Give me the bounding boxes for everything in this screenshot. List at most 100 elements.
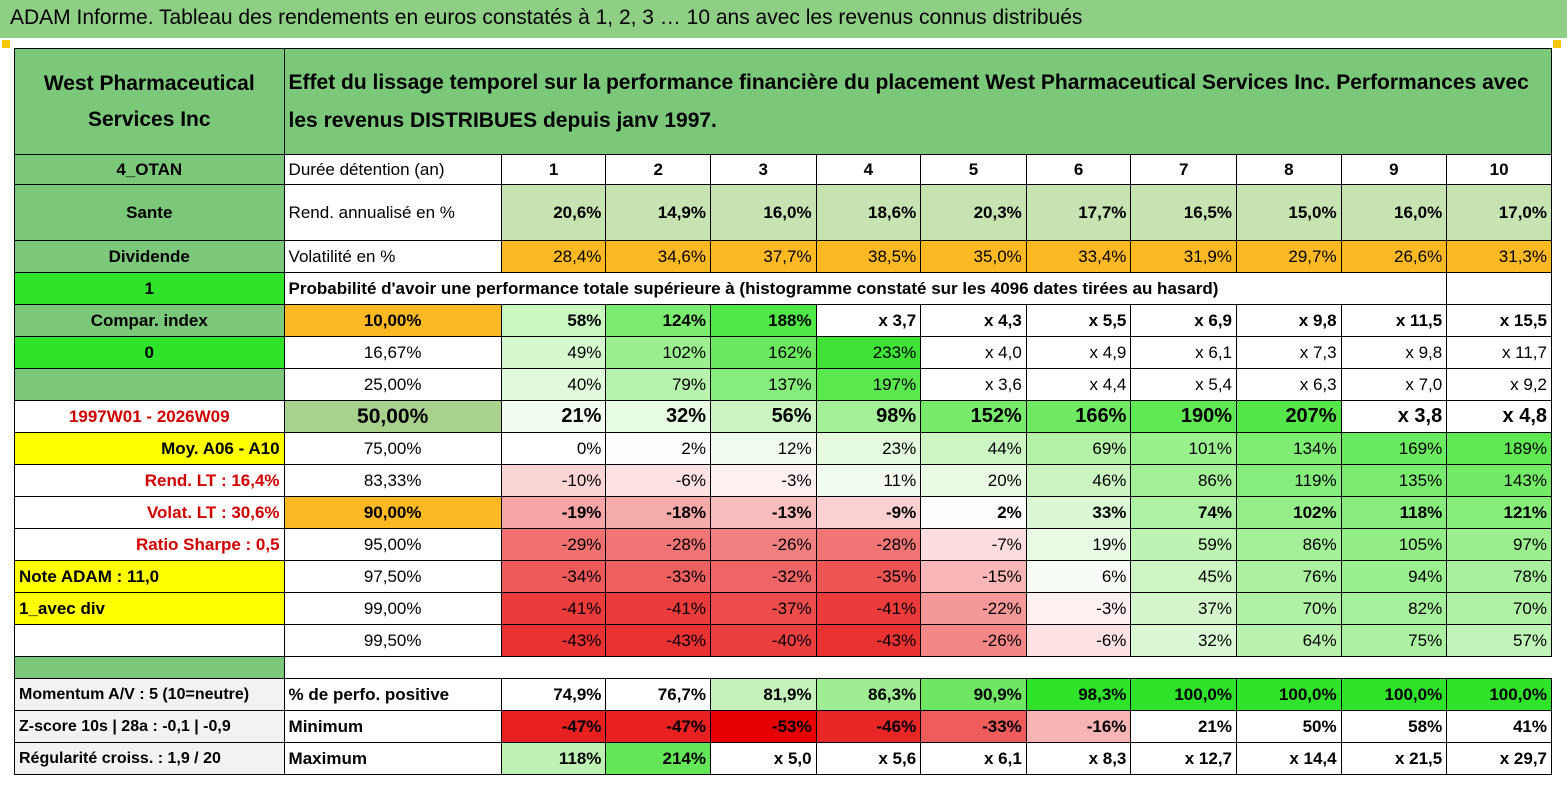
header-row: West Pharmaceutical Services Inc Effet d…: [14, 48, 1553, 155]
row-label: 95,00%: [283, 528, 502, 561]
row-label: 10,00%: [283, 304, 502, 337]
value-cell: 0%: [500, 432, 607, 465]
value-cell: 105%: [1340, 528, 1448, 561]
value-cell: -16%: [1025, 710, 1132, 743]
value-cell: x 29,7: [1446, 742, 1552, 775]
value-cell: -13%: [709, 496, 817, 529]
value-cell: x 11,5: [1340, 304, 1448, 337]
value-cell: 78%: [1446, 560, 1552, 593]
value-cell: 58%: [1340, 710, 1448, 743]
value-cell: 100,0%: [1130, 678, 1237, 711]
value-cell: x 9,8: [1236, 304, 1342, 337]
value-cell: 101%: [1130, 432, 1237, 465]
value-cell: 207%: [1236, 400, 1342, 433]
value-cell: 100,0%: [1340, 678, 1448, 711]
value-cell: 75%: [1340, 624, 1448, 657]
value-cell: 197%: [815, 368, 922, 401]
value-cell: 214%: [605, 742, 711, 775]
value-cell: 16,5%: [1130, 184, 1237, 241]
value-cell: 15,0%: [1236, 184, 1342, 241]
row-label: Durée détention (an): [283, 154, 502, 185]
value-cell: -53%: [709, 710, 817, 743]
row-label: Rend. annualisé en %: [283, 184, 502, 241]
value-cell: -18%: [605, 496, 711, 529]
value-cell: -6%: [1025, 624, 1132, 657]
value-cell: 4: [815, 154, 922, 185]
value-cell: 58%: [500, 304, 607, 337]
value-cell: 32%: [605, 400, 711, 433]
value-cell: 33%: [1025, 496, 1132, 529]
value-cell: 1: [500, 154, 607, 185]
value-cell: 70%: [1446, 592, 1552, 625]
table-row: 1_avec div 99,00% -41% -41% -37% -41% -22% -3% 3…: [14, 592, 1552, 625]
value-cell: 20,6%: [500, 184, 607, 241]
value-cell: -3%: [709, 464, 817, 497]
value-cell: -40%: [709, 624, 817, 657]
value-cell: 70%: [1236, 592, 1342, 625]
value-cell: 162%: [709, 336, 817, 369]
value-cell: x 21,5: [1340, 742, 1448, 775]
table-row: 25,00% 40% 79% 137% 197% x 3,6 x 4,4 x 5,4 x 6,3…: [14, 368, 1552, 401]
value-cell: 98,3%: [1025, 678, 1132, 711]
row-label: 75,00%: [283, 432, 502, 465]
value-cell: -47%: [605, 710, 711, 743]
value-cell: 23%: [815, 432, 922, 465]
value-cell: 8: [1236, 154, 1342, 185]
table-row: Rend. LT : 16,4% 83,33% -10% -6% -3% 11% 20% 46…: [14, 464, 1552, 497]
value-cell: 46%: [1025, 464, 1132, 497]
histogram-caption-row: 1 Probabilité d'avoir une performance tot…: [14, 272, 1552, 305]
value-cell: -32%: [709, 560, 817, 593]
value-cell: x 3,7: [815, 304, 922, 337]
value-cell: 37%: [1130, 592, 1237, 625]
value-cell: -47%: [500, 710, 607, 743]
row-label: 97,50%: [283, 560, 502, 593]
value-cell: 20,3%: [920, 184, 1027, 241]
table-row: 1997W01 - 2026W09 50,00% 21% 32% 56% 98% 152% 1…: [14, 400, 1552, 433]
value-cell: 17,7%: [1025, 184, 1132, 241]
row-side-label: 0: [14, 336, 285, 369]
value-cell: 118%: [500, 742, 607, 775]
row-side-label: 1_avec div: [14, 592, 285, 625]
value-cell: 64%: [1236, 624, 1342, 657]
value-cell: -3%: [1025, 592, 1132, 625]
value-cell: -43%: [605, 624, 711, 657]
value-cell: 38,5%: [815, 240, 922, 273]
value-cell: 40%: [500, 368, 607, 401]
value-cell: 100,0%: [1236, 678, 1342, 711]
value-cell: x 4,8: [1446, 400, 1552, 433]
row-label: 50,00%: [283, 400, 502, 433]
value-cell: -10%: [500, 464, 607, 497]
row-side-label: Sante: [14, 184, 285, 241]
empty-cell: [1446, 272, 1552, 305]
value-cell: 32%: [1130, 624, 1237, 657]
table-row: Dividende Volatilité en % 28,4% 34,6% 37,7% 3…: [14, 240, 1552, 273]
value-cell: -41%: [815, 592, 922, 625]
value-cell: 21%: [500, 400, 607, 433]
table-row: Moy. A06 - A10 75,00% 0% 2% 12% 23% 44% 69% 101%…: [14, 432, 1552, 465]
value-cell: -26%: [709, 528, 817, 561]
value-cell: 74%: [1130, 496, 1237, 529]
value-cell: x 3,8: [1340, 400, 1448, 433]
table-row: 4_OTAN Durée détention (an) 1 2 3 4 5 6 7 8 9 10: [14, 154, 1552, 185]
value-cell: 86,3%: [815, 678, 922, 711]
value-cell: 119%: [1236, 464, 1342, 497]
row-label: Volatilité en %: [283, 240, 502, 273]
value-cell: 18,6%: [815, 184, 922, 241]
value-cell: 137%: [709, 368, 817, 401]
value-cell: 86%: [1130, 464, 1237, 497]
description: Effet du lissage temporel sur la perform…: [283, 48, 1553, 155]
value-cell: 7: [1130, 154, 1237, 185]
value-cell: 82%: [1340, 592, 1448, 625]
value-cell: 41%: [1446, 710, 1552, 743]
value-cell: 3: [709, 154, 817, 185]
value-cell: 86%: [1236, 528, 1342, 561]
row-label: 90,00%: [283, 496, 502, 529]
spacer-cell: [14, 656, 285, 679]
value-cell: 20%: [920, 464, 1027, 497]
value-cell: 121%: [1446, 496, 1552, 529]
summary-row: Momentum A/V : 5 (10=neutre)% de perfo. …: [14, 678, 1552, 711]
value-cell: 12%: [709, 432, 817, 465]
value-cell: 26,6%: [1340, 240, 1448, 273]
value-cell: 50%: [1236, 710, 1342, 743]
value-cell: x 6,3: [1236, 368, 1342, 401]
